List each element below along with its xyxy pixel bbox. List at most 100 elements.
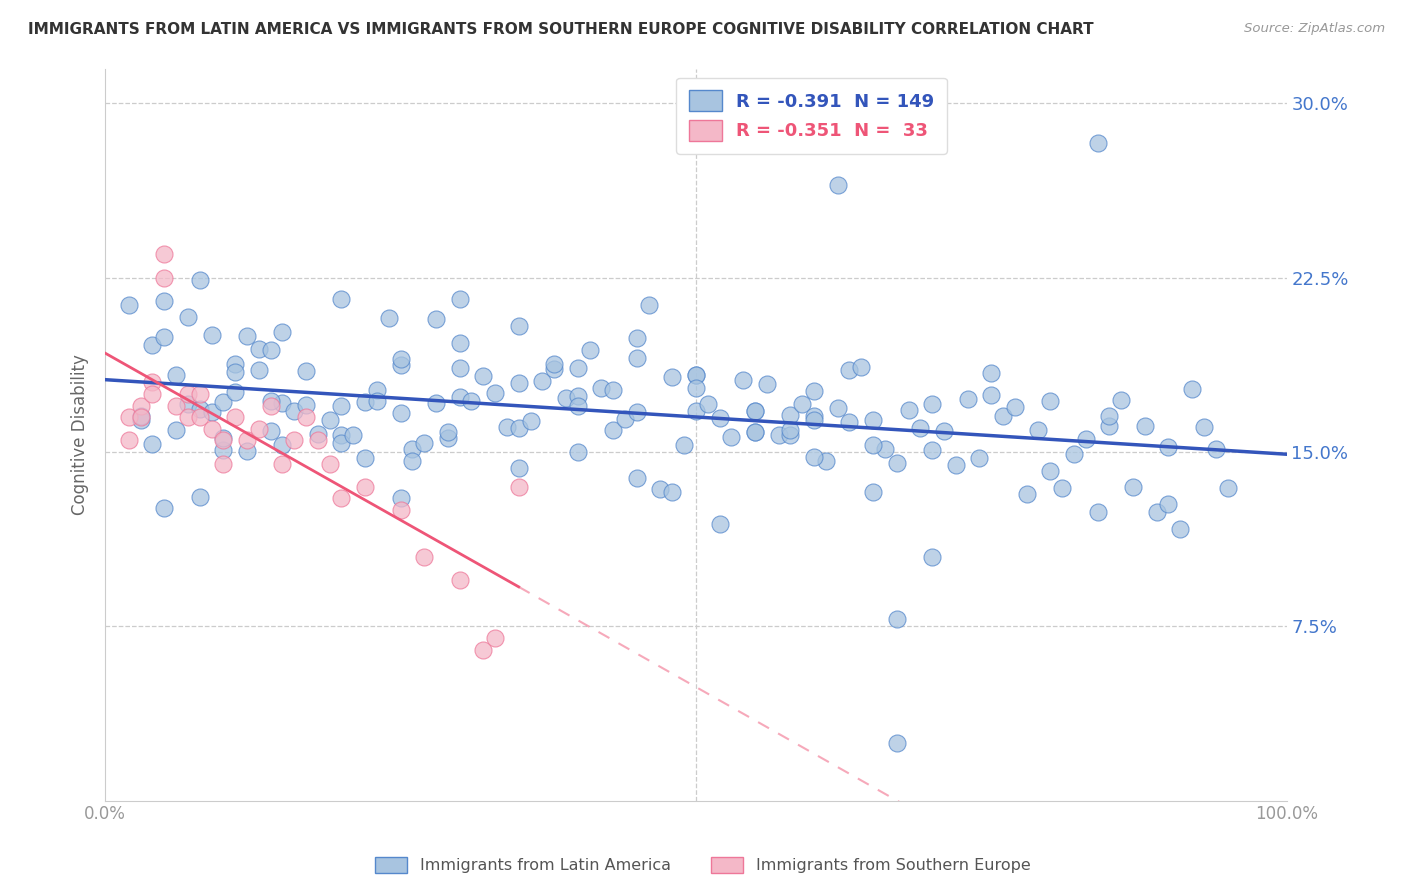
Point [236,434,259,448]
Point [177,310,200,324]
Point [271,325,294,339]
Point [401,442,423,457]
Point [283,404,305,418]
Point [626,331,648,345]
Point [389,491,412,506]
Point [318,412,340,426]
Point [1192,419,1215,434]
Point [921,549,943,564]
Point [1133,419,1156,434]
Point [271,396,294,410]
Point [945,458,967,473]
Y-axis label: Cognitive Disability: Cognitive Disability [72,354,89,515]
Point [508,480,530,494]
Point [212,442,235,457]
Point [578,343,600,357]
Point [129,409,152,423]
Text: IMMIGRANTS FROM LATIN AMERICA VS IMMIGRANTS FROM SOUTHERN EUROPE COGNITIVE DISAB: IMMIGRANTS FROM LATIN AMERICA VS IMMIGRA… [28,22,1094,37]
Point [342,428,364,442]
Point [389,351,412,366]
Point [519,414,541,428]
Point [460,394,482,409]
Point [567,399,589,413]
Point [862,413,884,427]
Point [709,411,731,425]
Point [1039,464,1062,478]
Point [1157,441,1180,455]
Point [886,612,908,626]
Point [567,389,589,403]
Point [449,292,471,306]
Point [141,437,163,451]
Point [354,451,377,466]
Point [1216,482,1239,496]
Point [591,381,613,395]
Point [685,368,707,383]
Point [224,410,246,425]
Point [803,384,825,398]
Point [921,397,943,411]
Point [897,402,920,417]
Point [188,387,211,401]
Point [1098,419,1121,434]
Point [153,247,176,261]
Point [626,405,648,419]
Point [1087,505,1109,519]
Point [803,413,825,427]
Point [626,470,648,484]
Point [720,430,742,444]
Point [236,444,259,458]
Point [744,404,766,418]
Point [449,390,471,404]
Point [165,399,187,413]
Point [803,409,825,423]
Legend: Immigrants from Latin America, Immigrants from Southern Europe: Immigrants from Latin America, Immigrant… [368,850,1038,880]
Point [330,491,353,506]
Point [838,363,860,377]
Point [838,415,860,429]
Point [118,298,141,312]
Point [413,435,436,450]
Point [696,397,718,411]
Point [271,457,294,471]
Point [354,395,377,409]
Point [602,423,624,437]
Point [1004,400,1026,414]
Point [1205,442,1227,457]
Point [188,273,211,287]
Point [436,431,458,445]
Point [543,357,565,371]
Point [366,383,388,397]
Point [200,405,222,419]
Point [247,343,270,357]
Point [177,397,200,411]
Point [472,642,495,657]
Point [531,374,554,388]
Point [224,384,246,399]
Point [484,631,506,645]
Point [969,450,991,465]
Point [1050,482,1073,496]
Point [543,361,565,376]
Point [436,425,458,440]
Point [803,450,825,464]
Point [200,327,222,342]
Point [744,425,766,439]
Point [307,427,329,442]
Point [129,399,152,413]
Point [413,549,436,564]
Point [212,457,235,471]
Text: Source: ZipAtlas.com: Source: ZipAtlas.com [1244,22,1385,36]
Point [827,178,849,192]
Point [295,410,318,425]
Point [377,310,399,325]
Point [956,392,979,406]
Point [1109,392,1132,407]
Point [389,503,412,517]
Point [886,735,908,749]
Point [827,401,849,415]
Point [472,369,495,384]
Point [224,357,246,371]
Point [1157,497,1180,511]
Point [247,422,270,436]
